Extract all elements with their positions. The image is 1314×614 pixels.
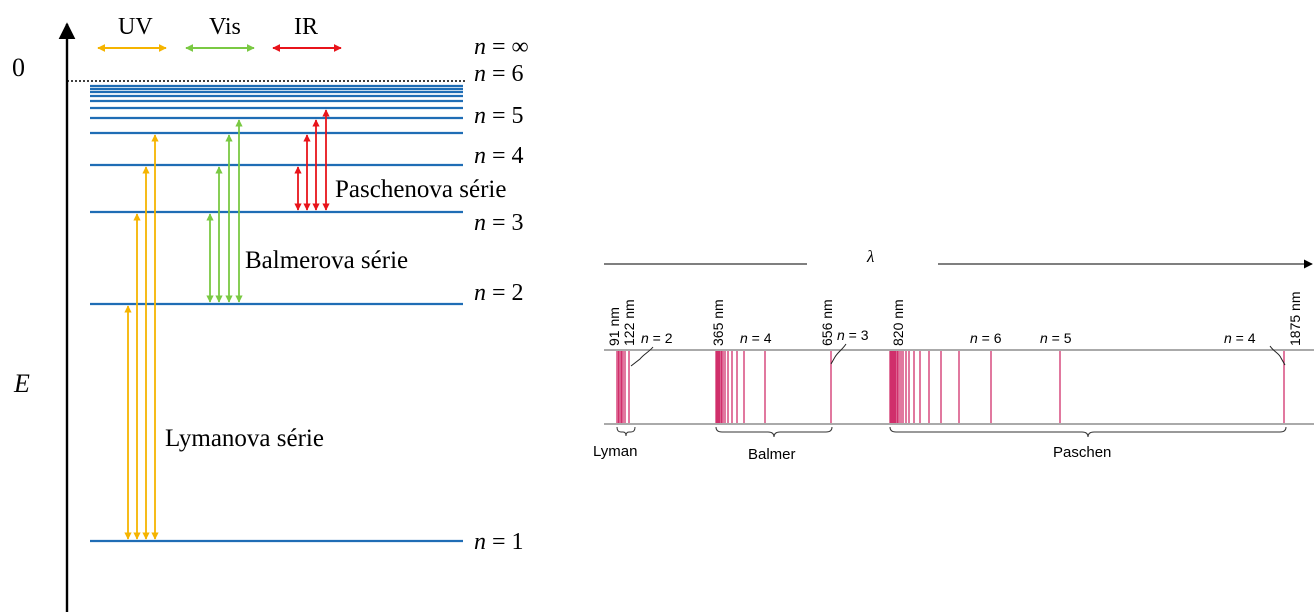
pointer-n2	[630, 346, 654, 367]
level-label-n2: n = 2	[474, 280, 524, 306]
lambda-label: λ	[866, 247, 874, 266]
uv-band-label: UV	[118, 14, 153, 40]
lyman-series-label: Lymanova série	[165, 425, 324, 452]
spectrum-label-n2: n = 2	[641, 330, 673, 346]
level-label-n4: n = 4	[474, 143, 524, 169]
band-legend: UV Vis IR	[97, 14, 342, 52]
level-label-n1: n = 1	[474, 529, 524, 555]
level-label-n5: n = 5	[474, 103, 524, 129]
spectrum-label-n4: n = 4	[740, 330, 772, 346]
spectrum-label-n6: n = 6	[970, 330, 1002, 346]
balmer-group-label: Balmer	[748, 446, 796, 463]
transition-arrows	[124, 109, 330, 540]
level-label-n-inf: n = ∞	[474, 34, 529, 60]
balmer-series-label: Balmerova série	[245, 247, 408, 274]
spectral-lines	[616, 351, 1285, 423]
level-label-n6: n = 6	[474, 61, 524, 87]
wavelength-label-656: 656 nm	[819, 299, 835, 346]
balmer-brace	[715, 426, 833, 438]
spectrum-label-n5: n = 5	[1040, 330, 1072, 346]
wavelength-label-91: 91 nm	[606, 307, 622, 346]
energy-axis-label: E	[13, 369, 30, 398]
paschen-group-label: Paschen	[1053, 444, 1111, 461]
energy-zero-label: 0	[12, 53, 25, 82]
paschen-series-label: Paschenova série	[335, 176, 506, 203]
vis-band-label: Vis	[209, 14, 241, 40]
wavelength-label-1875: 1875 nm	[1287, 292, 1303, 346]
ir-band-label: IR	[294, 14, 318, 40]
pointer-n4-paschen	[1269, 345, 1286, 366]
lyman-group-label: Lyman	[593, 443, 637, 460]
wavelength-label-122: 122 nm	[621, 299, 637, 346]
paschen-brace	[889, 426, 1287, 438]
wavelength-label-820: 820 nm	[890, 299, 906, 346]
lyman-brace	[616, 426, 636, 437]
spectrum-label-n3: n = 3	[837, 327, 869, 343]
energy-level-diagram: E 0 UV Vis IR n = ∞ n = 6 n = 5 n = 4 n …	[12, 14, 529, 612]
level-label-n3: n = 3	[474, 210, 524, 236]
spectrum-label-n4-paschen: n = 4	[1224, 330, 1256, 346]
wavelength-label-365: 365 nm	[710, 299, 726, 346]
pointer-n3	[830, 343, 847, 365]
hydrogen-spectrum: λ 91 nm 122 nm 365 nm 656 nm 820 nm 1875…	[593, 247, 1314, 463]
